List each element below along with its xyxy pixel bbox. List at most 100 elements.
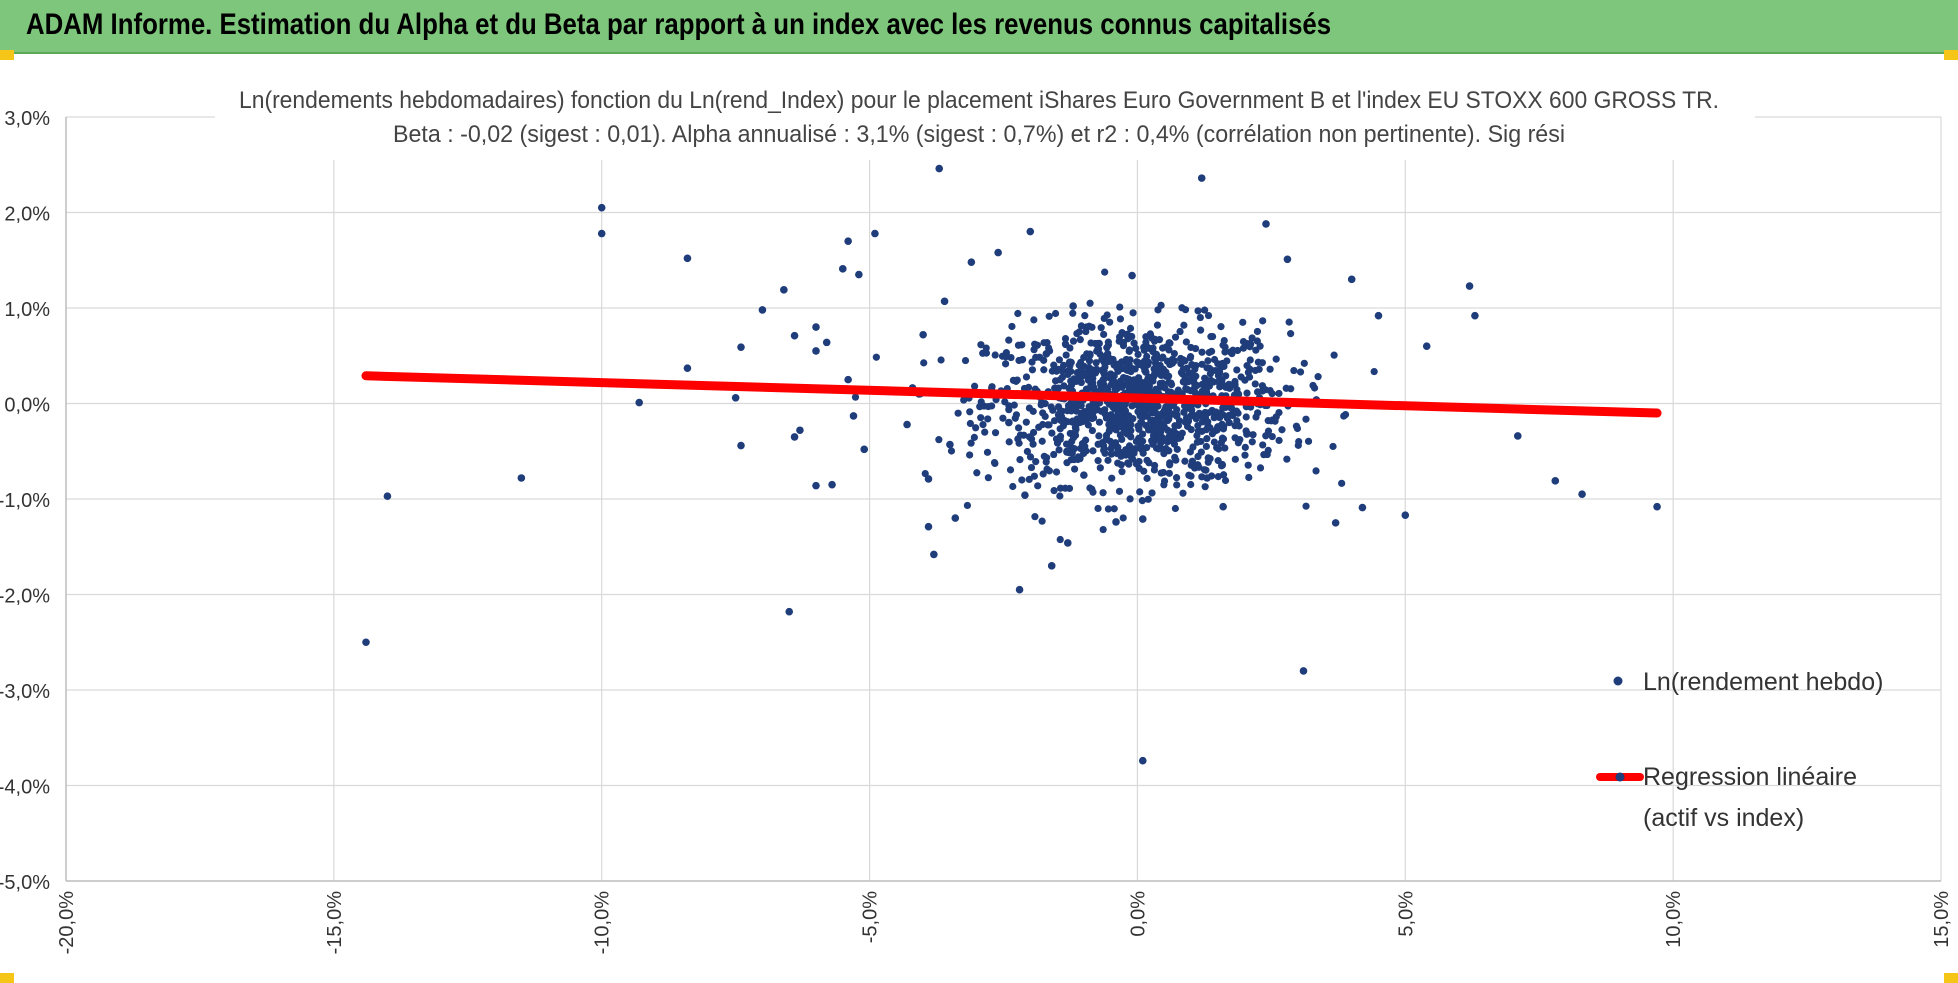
- regression-line: [361, 371, 1662, 418]
- data-point: [1196, 313, 1204, 322]
- data-point: [1149, 344, 1157, 352]
- data-point: [1106, 318, 1114, 326]
- data-point: [1100, 330, 1108, 339]
- data-point: [1047, 403, 1055, 411]
- x-tick-label: -5,0%: [860, 891, 882, 943]
- data-point: [1201, 483, 1209, 491]
- data-point: [1021, 491, 1029, 499]
- data-point: [1465, 282, 1474, 290]
- data-point: [1061, 340, 1070, 348]
- data-point: [1173, 481, 1181, 489]
- data-point: [1203, 435, 1211, 443]
- data-point: [984, 415, 992, 423]
- data-point: [1164, 403, 1172, 411]
- data-point: [1259, 317, 1267, 325]
- data-point: [1067, 456, 1075, 464]
- data-point: [1110, 378, 1118, 386]
- data-point: [1241, 451, 1249, 459]
- x-tick-label: -15,0%: [324, 891, 346, 955]
- data-point: [1194, 421, 1202, 430]
- data-point: [1188, 406, 1196, 414]
- data-point: [1104, 456, 1112, 464]
- data-point: [1135, 423, 1143, 431]
- data-point: [1111, 439, 1120, 447]
- data-point: [1116, 303, 1124, 311]
- data-point: [1014, 435, 1022, 443]
- y-tick-label: -3,0%: [0, 681, 50, 703]
- data-point: [1262, 432, 1270, 440]
- data-point: [984, 474, 992, 482]
- data-point: [1040, 339, 1048, 347]
- data-point: [362, 638, 370, 647]
- data-point: [1014, 309, 1022, 318]
- data-point: [1165, 432, 1173, 441]
- data-point: [1225, 411, 1233, 420]
- data-point: [1233, 417, 1241, 425]
- data-point: [1008, 322, 1016, 331]
- data-point: [1042, 458, 1050, 466]
- data-point: [1030, 316, 1038, 324]
- data-point: [1108, 474, 1116, 482]
- y-axis-ticks: 3,0% 2,0% 1,0% 0,0% -1,0% -2,0% -3,0% -4,0% -5,0…: [0, 108, 50, 894]
- data-point: [1073, 329, 1081, 338]
- title-background: [215, 86, 1755, 160]
- data-point: [1578, 490, 1586, 499]
- data-point: [1290, 366, 1298, 375]
- data-point: [1214, 423, 1222, 431]
- data-point: [954, 409, 962, 417]
- data-point: [1125, 346, 1134, 354]
- data-point: [924, 522, 933, 531]
- data-point: [1116, 377, 1125, 385]
- data-point: [1152, 385, 1160, 394]
- data-point: [1249, 431, 1257, 439]
- data-point: [1471, 311, 1479, 320]
- data-point: [1347, 275, 1356, 284]
- data-point: [1293, 424, 1302, 433]
- data-point: [1099, 525, 1107, 534]
- data-point: [946, 440, 954, 449]
- data-point: [1103, 384, 1111, 392]
- data-point: [1052, 377, 1060, 385]
- data-point: [924, 475, 933, 483]
- data-point: [1171, 333, 1180, 341]
- data-point: [737, 343, 745, 351]
- data-point: [982, 349, 991, 357]
- data-point: [1095, 418, 1104, 426]
- data-point: [1157, 444, 1165, 452]
- data-point: [1159, 468, 1168, 477]
- data-point: [597, 203, 606, 212]
- data-point: [1181, 418, 1189, 426]
- data-point: [1153, 321, 1162, 329]
- data-point: [1071, 465, 1079, 473]
- data-point: [1157, 301, 1165, 309]
- data-point: [1275, 436, 1283, 445]
- data-point: [1001, 360, 1010, 368]
- data-point: [1123, 425, 1132, 433]
- data-point: [1028, 366, 1037, 374]
- data-point: [1022, 418, 1030, 426]
- x-tick-label: -20,0%: [56, 891, 78, 955]
- report-header: ADAM Informe. Estimation du Alpha et du …: [0, 0, 1958, 54]
- data-point: [1239, 318, 1247, 326]
- data-point: [1179, 378, 1187, 386]
- chart-title-line1: Ln(rendements hebdomadaires) fonction du…: [239, 87, 1719, 114]
- data-point: [1245, 373, 1254, 381]
- data-point: [1245, 473, 1253, 482]
- data-point: [1086, 299, 1094, 307]
- data-point: [1208, 332, 1217, 341]
- data-point: [1218, 376, 1226, 384]
- data-point: [1147, 417, 1155, 425]
- data-point: [1182, 384, 1190, 393]
- x-tick-label: 0,0%: [1127, 891, 1149, 937]
- data-point: [1112, 518, 1120, 526]
- data-point: [1252, 346, 1260, 354]
- data-point: [1125, 412, 1133, 420]
- data-point: [1063, 418, 1072, 426]
- data-point: [935, 164, 944, 173]
- data-point: [1358, 503, 1367, 512]
- data-point: [1041, 412, 1049, 421]
- data-point: [1228, 349, 1236, 358]
- data-point: [1052, 468, 1061, 476]
- data-point: [871, 229, 879, 238]
- data-point: [1152, 355, 1160, 363]
